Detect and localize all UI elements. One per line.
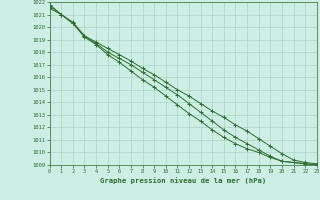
X-axis label: Graphe pression niveau de la mer (hPa): Graphe pression niveau de la mer (hPa) — [100, 177, 266, 184]
